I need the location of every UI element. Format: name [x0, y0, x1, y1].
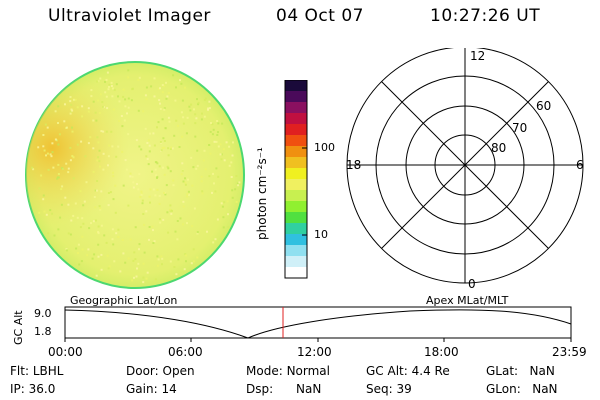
- status-glon: GLon: NaN: [486, 382, 558, 396]
- status-mode: Mode: Normal: [246, 364, 330, 378]
- colorbar-band: [285, 179, 307, 191]
- date-label: 04 Oct 07: [276, 6, 364, 26]
- mlt-label-18: 18: [346, 158, 361, 172]
- colorbar-band: [285, 157, 307, 169]
- timeline-right-title: Apex MLat/MLT: [426, 294, 509, 307]
- lat-label-70: 70: [512, 121, 527, 135]
- lat-label-80: 80: [491, 141, 506, 155]
- uv-noise: [31, 69, 241, 284]
- altitude-curve: [64, 309, 572, 339]
- status-gain: Gain: 14: [126, 382, 177, 396]
- status-glat: GLat: NaN: [486, 364, 555, 378]
- colorbar-band: [285, 91, 307, 103]
- x-tick-0600: 06:00: [168, 345, 203, 359]
- colorbar-band: [285, 212, 307, 224]
- mlt-label-0: 0: [468, 277, 476, 288]
- colorbar-band: [285, 135, 307, 147]
- time-label: 10:27:26 UT: [430, 6, 541, 26]
- x-tick-1800: 18:00: [424, 345, 459, 359]
- colorbar-band: [285, 245, 307, 257]
- timeline-left-title: Geographic Lat/Lon: [70, 294, 178, 307]
- instrument-title: Ultraviolet Imager: [48, 6, 211, 26]
- colorbar-band: [285, 190, 307, 202]
- colorbar-band: [285, 168, 307, 180]
- colorbar: [284, 80, 308, 279]
- status-door: Door: Open: [126, 364, 195, 378]
- colorbar-band: [285, 256, 307, 268]
- colorbar-band: [285, 124, 307, 136]
- colorbar-tick-10: 10: [314, 228, 328, 241]
- x-tick-0000: 00:00: [48, 345, 83, 359]
- x-tick-1200: 12:00: [297, 345, 332, 359]
- timeline-y-tick-max: 9.0: [34, 307, 52, 320]
- mlt-label-12: 12: [470, 49, 485, 63]
- colorbar-band: [285, 113, 307, 125]
- status-ip: IP: 36.0: [10, 382, 56, 396]
- colorbar-band: [285, 146, 307, 158]
- polar-grid: 12 6 0 18 60 70 80: [346, 48, 584, 288]
- status-dsp: Dsp: NaN: [246, 382, 322, 396]
- colorbar-tick-100: 100: [314, 141, 335, 154]
- colorbar-unit-label: photon cm⁻²s⁻¹: [255, 147, 269, 240]
- colorbar-band: [285, 267, 307, 279]
- colorbar-band: [285, 223, 307, 235]
- status-seq: Seq: 39: [366, 382, 412, 396]
- status-gc-alt: GC Alt: 4.4 Re: [366, 364, 450, 378]
- timeline-y-tick-min: 1.8: [34, 325, 52, 338]
- colorbar-band: [285, 234, 307, 246]
- timeline-plot: [64, 306, 572, 342]
- colorbar-band: [285, 80, 307, 92]
- status-flt: Flt: LBHL: [10, 364, 64, 378]
- uv-image: [25, 61, 245, 289]
- colorbar-band: [285, 102, 307, 114]
- colorbar-band: [285, 201, 307, 213]
- mlt-label-6: 6: [576, 158, 584, 172]
- timeline-y-label: GC Alt: [12, 310, 25, 345]
- lat-label-60: 60: [536, 99, 551, 113]
- x-tick-2359: 23:59: [552, 345, 587, 359]
